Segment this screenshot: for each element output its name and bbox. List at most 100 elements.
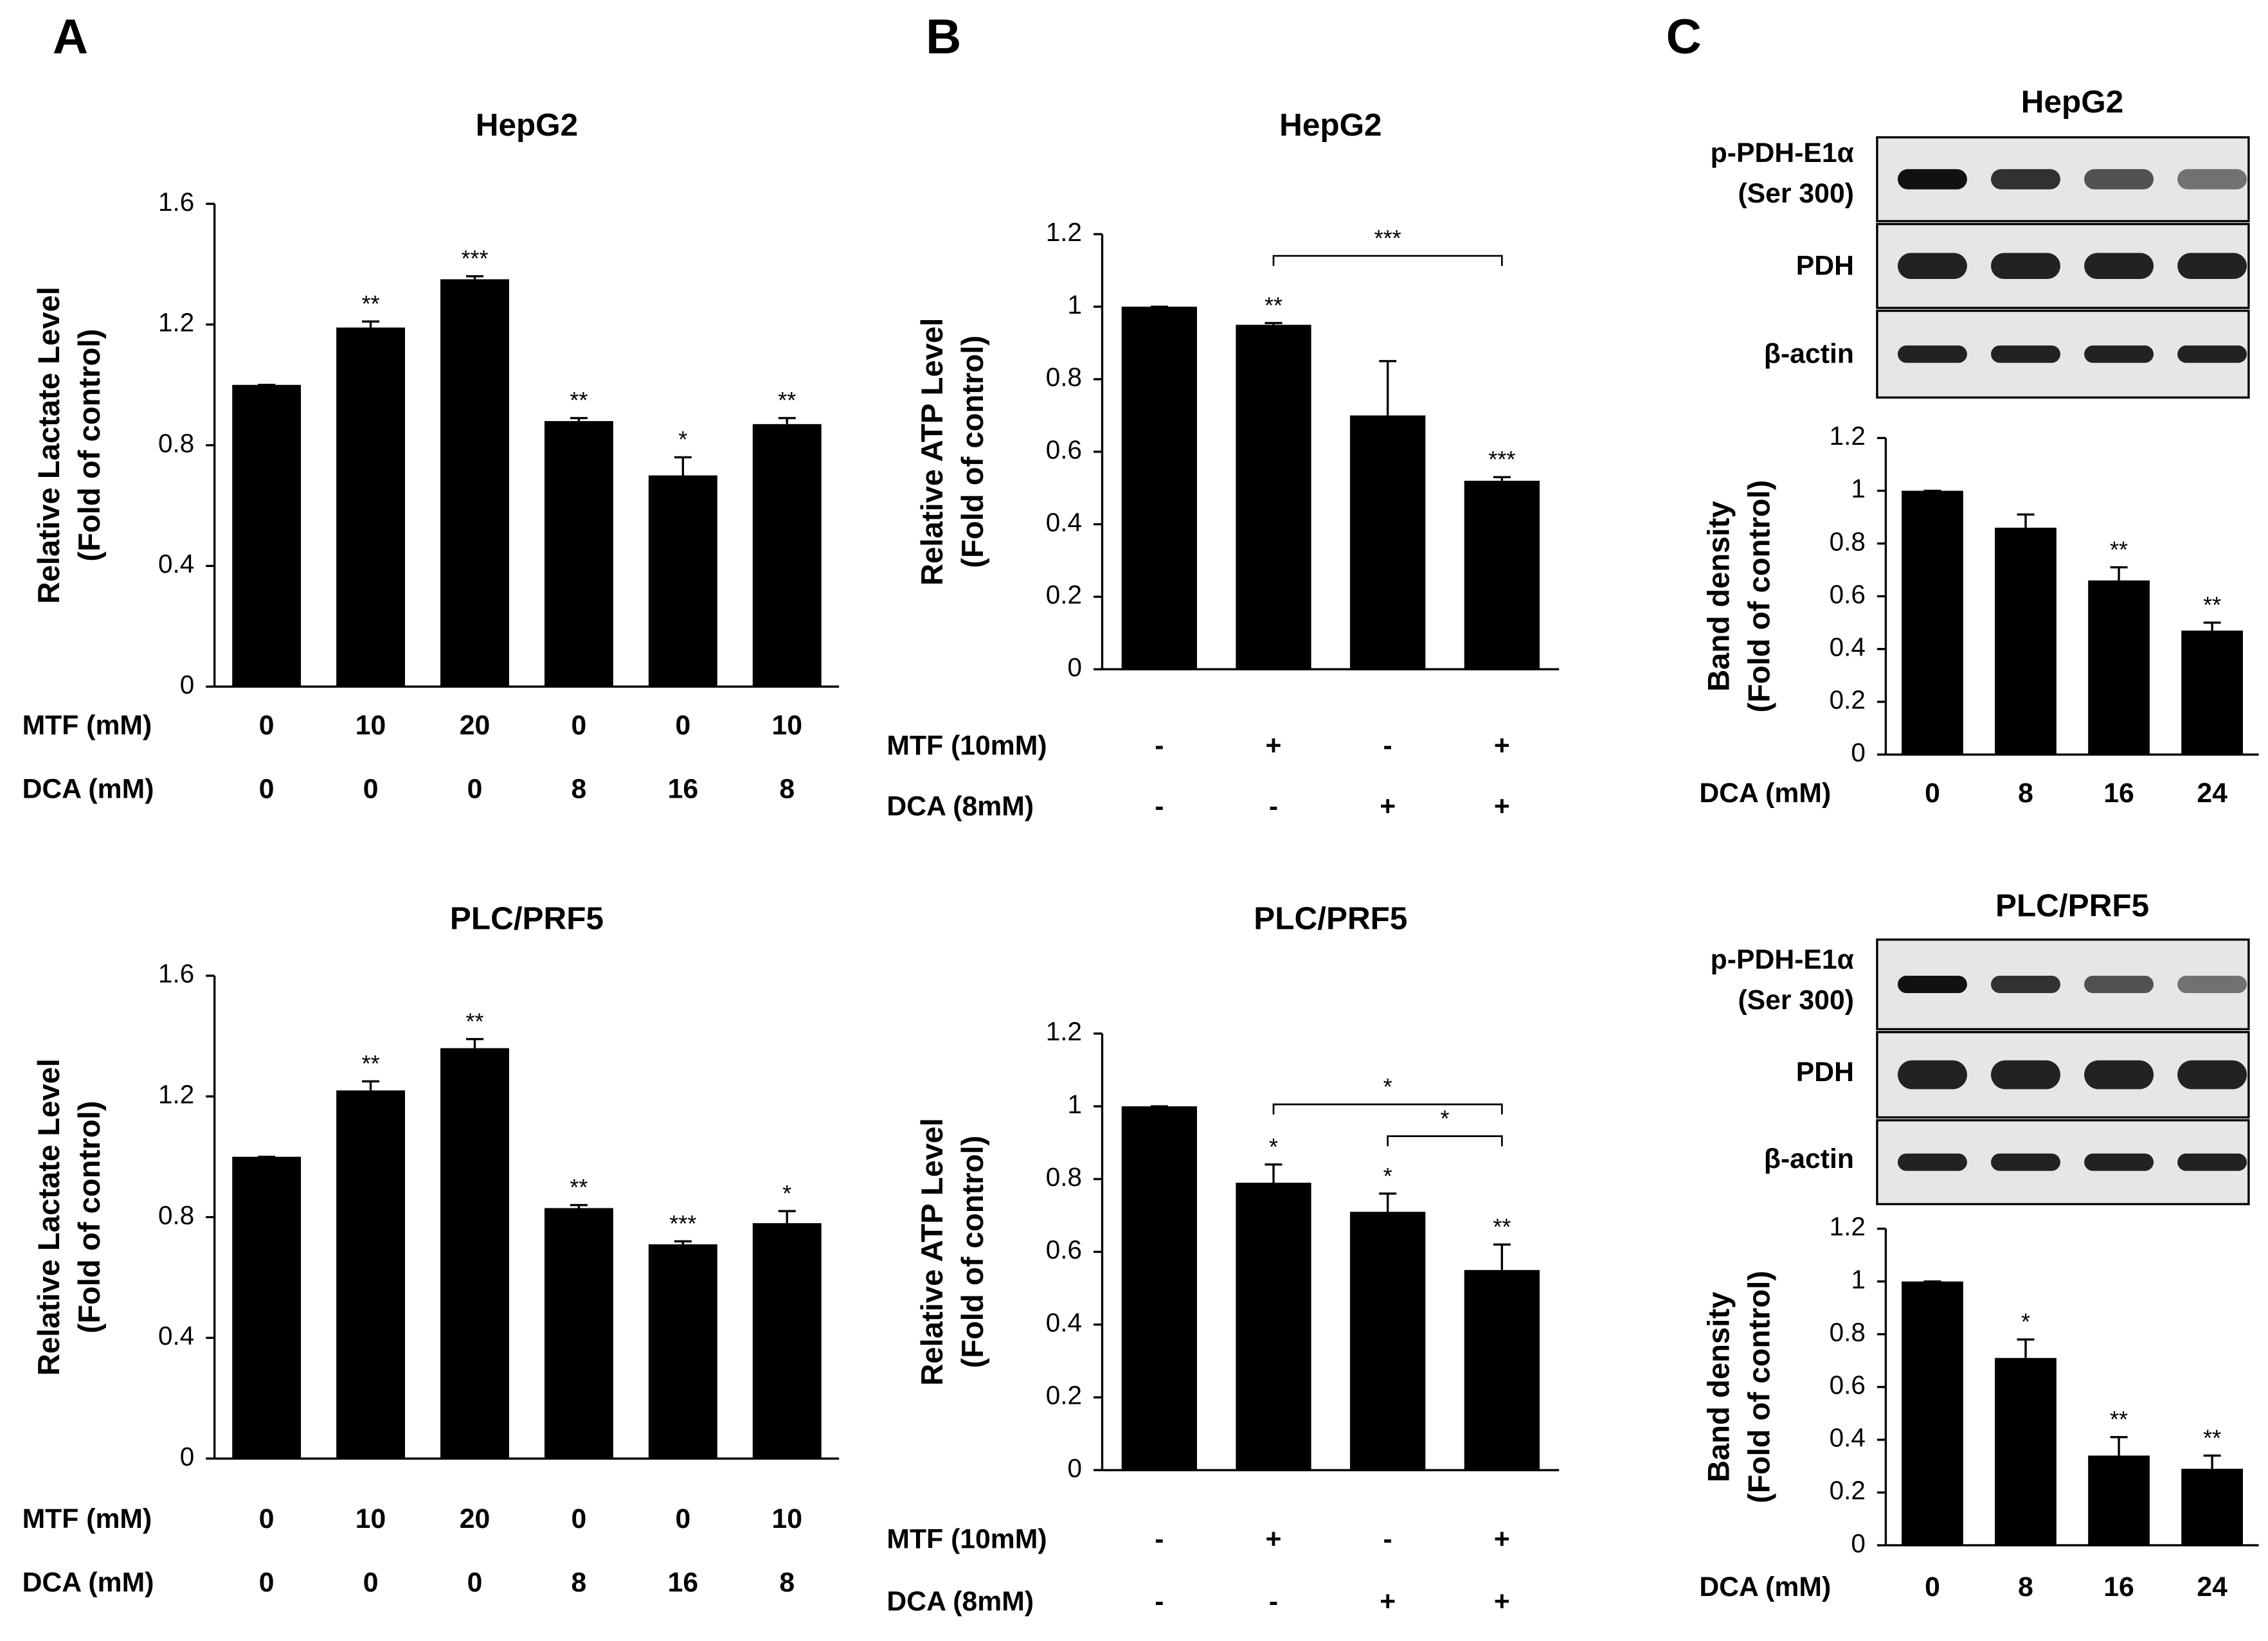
bar bbox=[648, 1244, 717, 1459]
blot-label: (Ser 300) bbox=[1738, 178, 1853, 209]
bar bbox=[336, 1090, 406, 1459]
error-bar bbox=[2017, 1338, 2035, 1358]
error-bar bbox=[362, 1080, 380, 1091]
blot-band bbox=[1991, 253, 2060, 280]
y-axis-label: Relative ATP Level bbox=[915, 1118, 950, 1385]
y-axis-label: Band density bbox=[1702, 1292, 1736, 1482]
significance-label: ** bbox=[362, 1050, 380, 1077]
x-tick-label: 0 bbox=[259, 773, 274, 804]
blot-band bbox=[1897, 1060, 1967, 1090]
error-bar bbox=[362, 320, 380, 328]
y-axis-label: Relative Lactate Level bbox=[32, 1059, 66, 1376]
blot-band bbox=[2084, 1060, 2154, 1090]
blot-label: β-actin bbox=[1764, 1143, 1854, 1174]
row-label: MTF (mM) bbox=[22, 1503, 152, 1534]
blot-label: (Ser 300) bbox=[1738, 985, 1853, 1016]
blot-label: PDH bbox=[1796, 1057, 1854, 1088]
x-tick-label: 8 bbox=[779, 1567, 795, 1598]
error-bar bbox=[1379, 360, 1397, 416]
x-tick-label: - bbox=[1155, 1586, 1164, 1617]
comparison-bracket bbox=[1272, 255, 1503, 266]
x-tick-label: + bbox=[1494, 730, 1510, 761]
y-axis-label: Relative ATP Level bbox=[915, 318, 950, 586]
x-tick-label: 20 bbox=[460, 1503, 491, 1534]
chart-title: HepG2 bbox=[2021, 84, 2123, 120]
y-tick-label: 0.4 bbox=[1046, 1307, 1082, 1337]
comparison-bracket bbox=[1272, 1103, 1503, 1115]
blot-band bbox=[2084, 169, 2154, 190]
x-tick-label: - bbox=[1269, 791, 1278, 821]
x-tick-label: 8 bbox=[572, 773, 587, 804]
error-bar bbox=[1264, 321, 1282, 325]
y-tick-label: 0 bbox=[1851, 1529, 1866, 1558]
chart-title: PLC/PRF5 bbox=[450, 901, 604, 937]
y-tick-label: 1.2 bbox=[158, 308, 194, 337]
x-tick-label: 16 bbox=[2103, 1572, 2134, 1602]
comparison-bracket bbox=[1387, 1135, 1503, 1147]
bar bbox=[1350, 1212, 1426, 1471]
significance-label: ** bbox=[2203, 591, 2221, 618]
significance-label: ** bbox=[570, 1174, 588, 1201]
bar bbox=[1236, 325, 1311, 670]
y-tick-label: 0.6 bbox=[1830, 579, 1866, 609]
x-tick-label: - bbox=[1155, 1524, 1164, 1555]
blot-band bbox=[1897, 345, 1967, 363]
y-tick-label: 1.2 bbox=[1046, 1017, 1082, 1046]
bar bbox=[1121, 307, 1197, 670]
y-tick-label: 0.2 bbox=[1046, 1381, 1082, 1410]
row-label: DCA (mM) bbox=[22, 773, 154, 804]
error-bar bbox=[570, 417, 588, 422]
y-axis-label: (Fold of control) bbox=[1742, 1271, 1776, 1503]
row-label: MTF (10mM) bbox=[887, 1524, 1047, 1555]
y-tick-label: 0.2 bbox=[1830, 1476, 1866, 1505]
y-tick-label: 0.2 bbox=[1830, 685, 1866, 715]
x-tick-label: + bbox=[1494, 1586, 1510, 1617]
error-bar bbox=[466, 1037, 483, 1048]
panel-letter: A bbox=[53, 10, 88, 64]
x-tick-label: 0 bbox=[572, 1503, 587, 1534]
y-tick-label: 0.6 bbox=[1046, 1235, 1082, 1264]
y-tick-label: 1 bbox=[1068, 1090, 1083, 1119]
significance-label: * bbox=[2021, 1309, 2030, 1335]
comparison-label: *** bbox=[1374, 225, 1401, 251]
x-tick-label: 24 bbox=[2197, 778, 2228, 809]
x-tick-label: 8 bbox=[779, 773, 795, 804]
significance-label: ** bbox=[570, 387, 588, 413]
y-tick-label: 0.4 bbox=[1830, 632, 1866, 661]
bar bbox=[1902, 1281, 1963, 1546]
row-label: DCA (mM) bbox=[1699, 1572, 1831, 1602]
comparison-label: * bbox=[1383, 1073, 1392, 1100]
panel-letter: C bbox=[1666, 10, 1702, 64]
significance-label: ** bbox=[362, 291, 380, 317]
y-tick-label: 0.8 bbox=[1046, 1162, 1082, 1192]
y-axis-label: (Fold of control) bbox=[956, 336, 990, 568]
y-axis-label: (Fold of control) bbox=[73, 329, 107, 562]
significance-label: ** bbox=[2110, 1406, 2128, 1433]
blot-band bbox=[2177, 169, 2247, 190]
x-tick-label: 0 bbox=[1925, 778, 1940, 809]
bar bbox=[1902, 490, 1963, 755]
significance-label: *** bbox=[669, 1210, 696, 1237]
x-tick-label: 0 bbox=[259, 1503, 274, 1534]
y-tick-label: 0.4 bbox=[158, 549, 194, 578]
error-bar bbox=[2017, 513, 2035, 528]
y-axis-label: Band density bbox=[1702, 501, 1736, 691]
blot-band bbox=[1991, 1153, 2060, 1171]
blot-band bbox=[2177, 1153, 2247, 1171]
error-bar bbox=[778, 417, 796, 424]
bar bbox=[1350, 415, 1426, 670]
y-axis-label: (Fold of control) bbox=[73, 1101, 107, 1334]
error-bar bbox=[674, 456, 692, 476]
significance-label: * bbox=[678, 426, 687, 453]
x-tick-label: - bbox=[1155, 791, 1164, 821]
blot-band bbox=[2084, 345, 2154, 363]
x-tick-label: 0 bbox=[363, 773, 379, 804]
blot-label: PDH bbox=[1796, 250, 1854, 281]
y-tick-label: 1 bbox=[1851, 474, 1866, 503]
x-tick-label: 10 bbox=[356, 710, 386, 740]
blot-band bbox=[2177, 1060, 2247, 1090]
x-tick-label: 0 bbox=[259, 1567, 274, 1598]
bar bbox=[648, 475, 717, 687]
x-tick-label: 8 bbox=[2018, 1572, 2033, 1602]
